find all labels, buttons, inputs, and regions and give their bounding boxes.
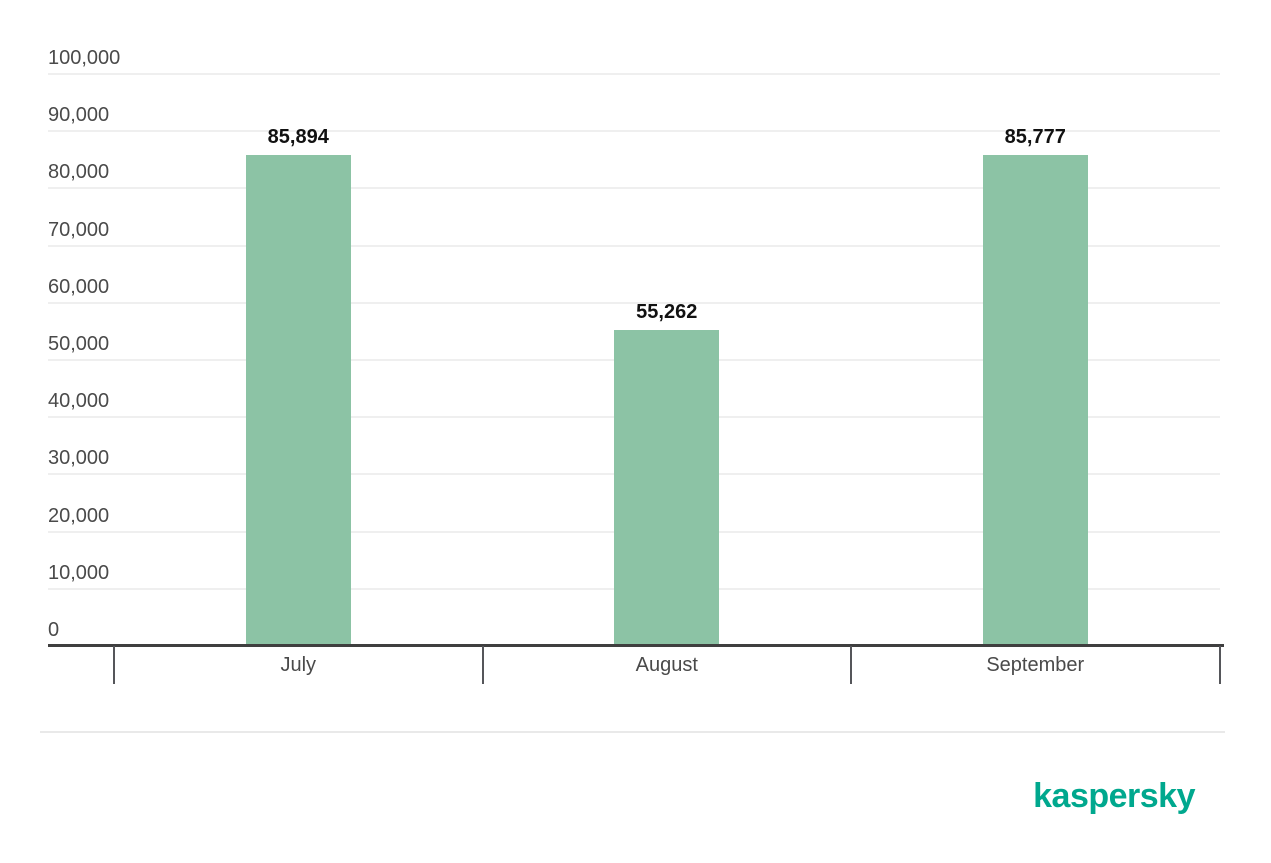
bar-august <box>614 329 720 646</box>
y-tick-label: 100,000 <box>48 47 121 69</box>
y-tick-label: 90,000 <box>48 104 110 127</box>
gridline <box>48 244 1220 247</box>
bar-september <box>982 155 1088 646</box>
kaspersky-logo: kaspersky <box>1033 777 1195 815</box>
x-axis-line <box>48 644 1224 647</box>
y-tick-label: 80,000 <box>48 161 110 184</box>
x-category-label: September <box>986 654 1085 676</box>
bar-july <box>245 154 351 646</box>
x-tick-mark <box>113 646 115 684</box>
gridline <box>48 130 1220 133</box>
footer-divider <box>40 731 1225 733</box>
y-tick-label: 50,000 <box>48 333 110 355</box>
bar-value-label: 85,777 <box>1004 126 1066 149</box>
gridline <box>48 73 1220 75</box>
y-tick-label: 10,000 <box>48 561 110 584</box>
x-category-label: July <box>280 654 317 676</box>
y-tick-label: 70,000 <box>48 218 110 241</box>
x-tick-mark <box>1218 646 1221 684</box>
y-tick-label: 40,000 <box>48 390 110 413</box>
bar-value-label: 55,262 <box>636 300 698 323</box>
y-tick-label: 60,000 <box>48 275 110 298</box>
gridline <box>48 187 1220 190</box>
y-tick-label: 0 <box>48 619 60 641</box>
y-tick-label: 30,000 <box>48 447 110 470</box>
x-category-label: August <box>635 654 698 676</box>
x-tick-mark <box>850 646 852 684</box>
gridline <box>48 301 1220 304</box>
x-tick-mark <box>481 646 484 684</box>
y-tick-label: 20,000 <box>48 504 110 527</box>
bar-value-label: 85,894 <box>267 125 329 148</box>
